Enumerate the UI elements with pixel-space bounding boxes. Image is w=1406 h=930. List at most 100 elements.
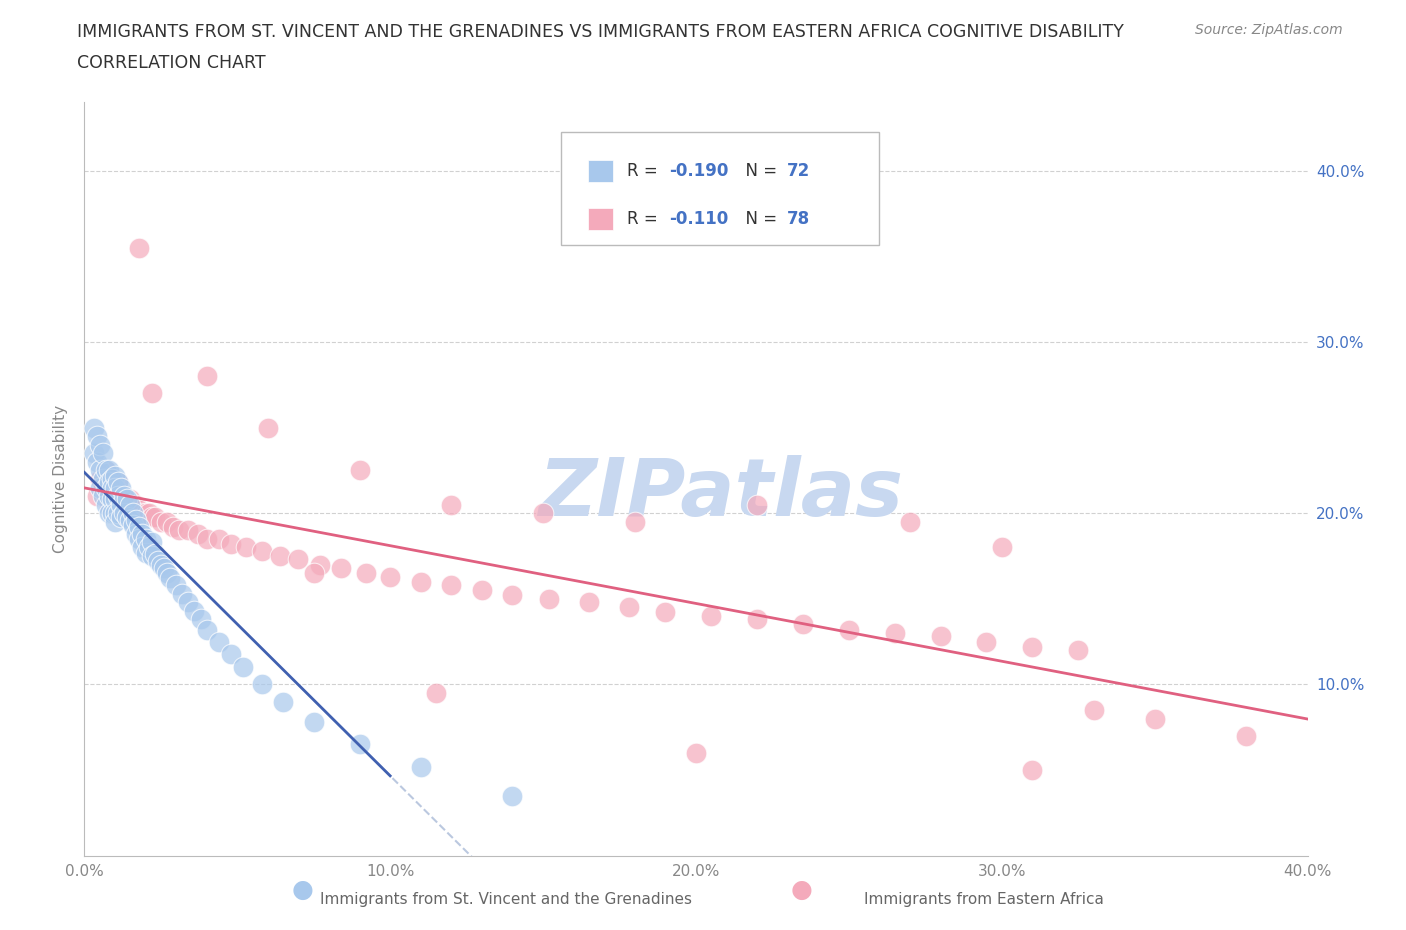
Point <box>578 595 600 610</box>
Point <box>112 488 135 503</box>
Point <box>153 561 176 576</box>
Point <box>112 492 135 507</box>
Point <box>165 578 187 592</box>
Point <box>86 488 108 503</box>
Point <box>380 569 402 584</box>
Text: N =: N = <box>735 210 783 228</box>
Point <box>235 540 257 555</box>
Point <box>101 492 124 507</box>
Point <box>440 578 463 592</box>
Point <box>110 480 132 495</box>
FancyBboxPatch shape <box>588 207 613 231</box>
Point <box>97 498 120 512</box>
Point <box>700 608 723 623</box>
Point <box>107 492 129 507</box>
Point <box>883 626 905 641</box>
Point <box>91 488 114 503</box>
Point <box>91 472 114 486</box>
Point <box>104 498 127 512</box>
Point <box>94 488 117 503</box>
Point <box>122 498 145 512</box>
Point <box>250 543 273 558</box>
Point <box>1143 711 1166 726</box>
Point <box>183 604 205 618</box>
Point <box>172 586 194 601</box>
Point <box>143 547 166 562</box>
Point <box>138 506 160 521</box>
Point <box>257 420 280 435</box>
Point <box>141 535 163 550</box>
Point <box>409 574 432 589</box>
Point <box>120 492 142 507</box>
Point <box>792 617 814 631</box>
Point <box>125 498 148 512</box>
Point <box>617 600 640 615</box>
Point <box>135 531 157 546</box>
Point <box>149 514 172 529</box>
Point <box>120 498 142 512</box>
Point <box>195 622 218 637</box>
Point <box>1021 763 1043 777</box>
Point <box>232 660 254 675</box>
Text: IMMIGRANTS FROM ST. VINCENT AND THE GRENADINES VS IMMIGRANTS FROM EASTERN AFRICA: IMMIGRANTS FROM ST. VINCENT AND THE GREN… <box>77 23 1125 41</box>
Point <box>302 714 325 729</box>
Point <box>991 540 1014 555</box>
Point <box>219 646 242 661</box>
Point <box>156 565 179 580</box>
Point <box>471 583 494 598</box>
Point <box>107 475 129 490</box>
Text: CORRELATION CHART: CORRELATION CHART <box>77 54 266 72</box>
Point <box>94 463 117 478</box>
Point <box>208 531 231 546</box>
Point <box>976 634 998 649</box>
Point <box>349 737 371 751</box>
Point <box>146 553 169 568</box>
Point <box>110 485 132 500</box>
Point <box>208 634 231 649</box>
Point <box>186 526 208 541</box>
Point <box>177 595 200 610</box>
Point <box>250 677 273 692</box>
Point <box>107 506 129 521</box>
Point <box>94 463 117 478</box>
Y-axis label: Cognitive Disability: Cognitive Disability <box>53 405 69 553</box>
Point <box>104 480 127 495</box>
Point <box>1236 728 1258 743</box>
Point <box>747 612 769 627</box>
Text: ●: ● <box>291 878 314 902</box>
Text: N =: N = <box>735 162 783 179</box>
FancyBboxPatch shape <box>561 132 880 246</box>
Point <box>115 510 138 525</box>
Text: R =: R = <box>627 210 664 228</box>
Point <box>120 512 142 527</box>
Point <box>538 591 561 606</box>
Point <box>1067 643 1090 658</box>
Point <box>101 506 124 521</box>
Point <box>104 492 127 507</box>
Point <box>97 475 120 490</box>
Point <box>97 506 120 521</box>
Point <box>115 492 138 507</box>
Point <box>125 512 148 527</box>
Point <box>138 540 160 555</box>
Point <box>107 488 129 503</box>
Point <box>929 629 952 644</box>
Point <box>1083 703 1105 718</box>
Point <box>107 475 129 490</box>
Point <box>131 526 153 541</box>
Point <box>86 429 108 444</box>
Point <box>128 240 150 255</box>
Text: ZIPatlas: ZIPatlas <box>538 455 903 533</box>
Point <box>104 506 127 521</box>
Text: ●: ● <box>790 878 813 902</box>
Point <box>89 463 111 478</box>
Point <box>141 549 163 564</box>
Point <box>195 369 218 384</box>
Point <box>131 506 153 521</box>
Point <box>308 557 330 572</box>
Point <box>122 506 145 521</box>
Text: -0.190: -0.190 <box>669 162 728 179</box>
Point <box>330 561 353 576</box>
Point <box>110 502 132 517</box>
Text: -0.110: -0.110 <box>669 210 728 228</box>
